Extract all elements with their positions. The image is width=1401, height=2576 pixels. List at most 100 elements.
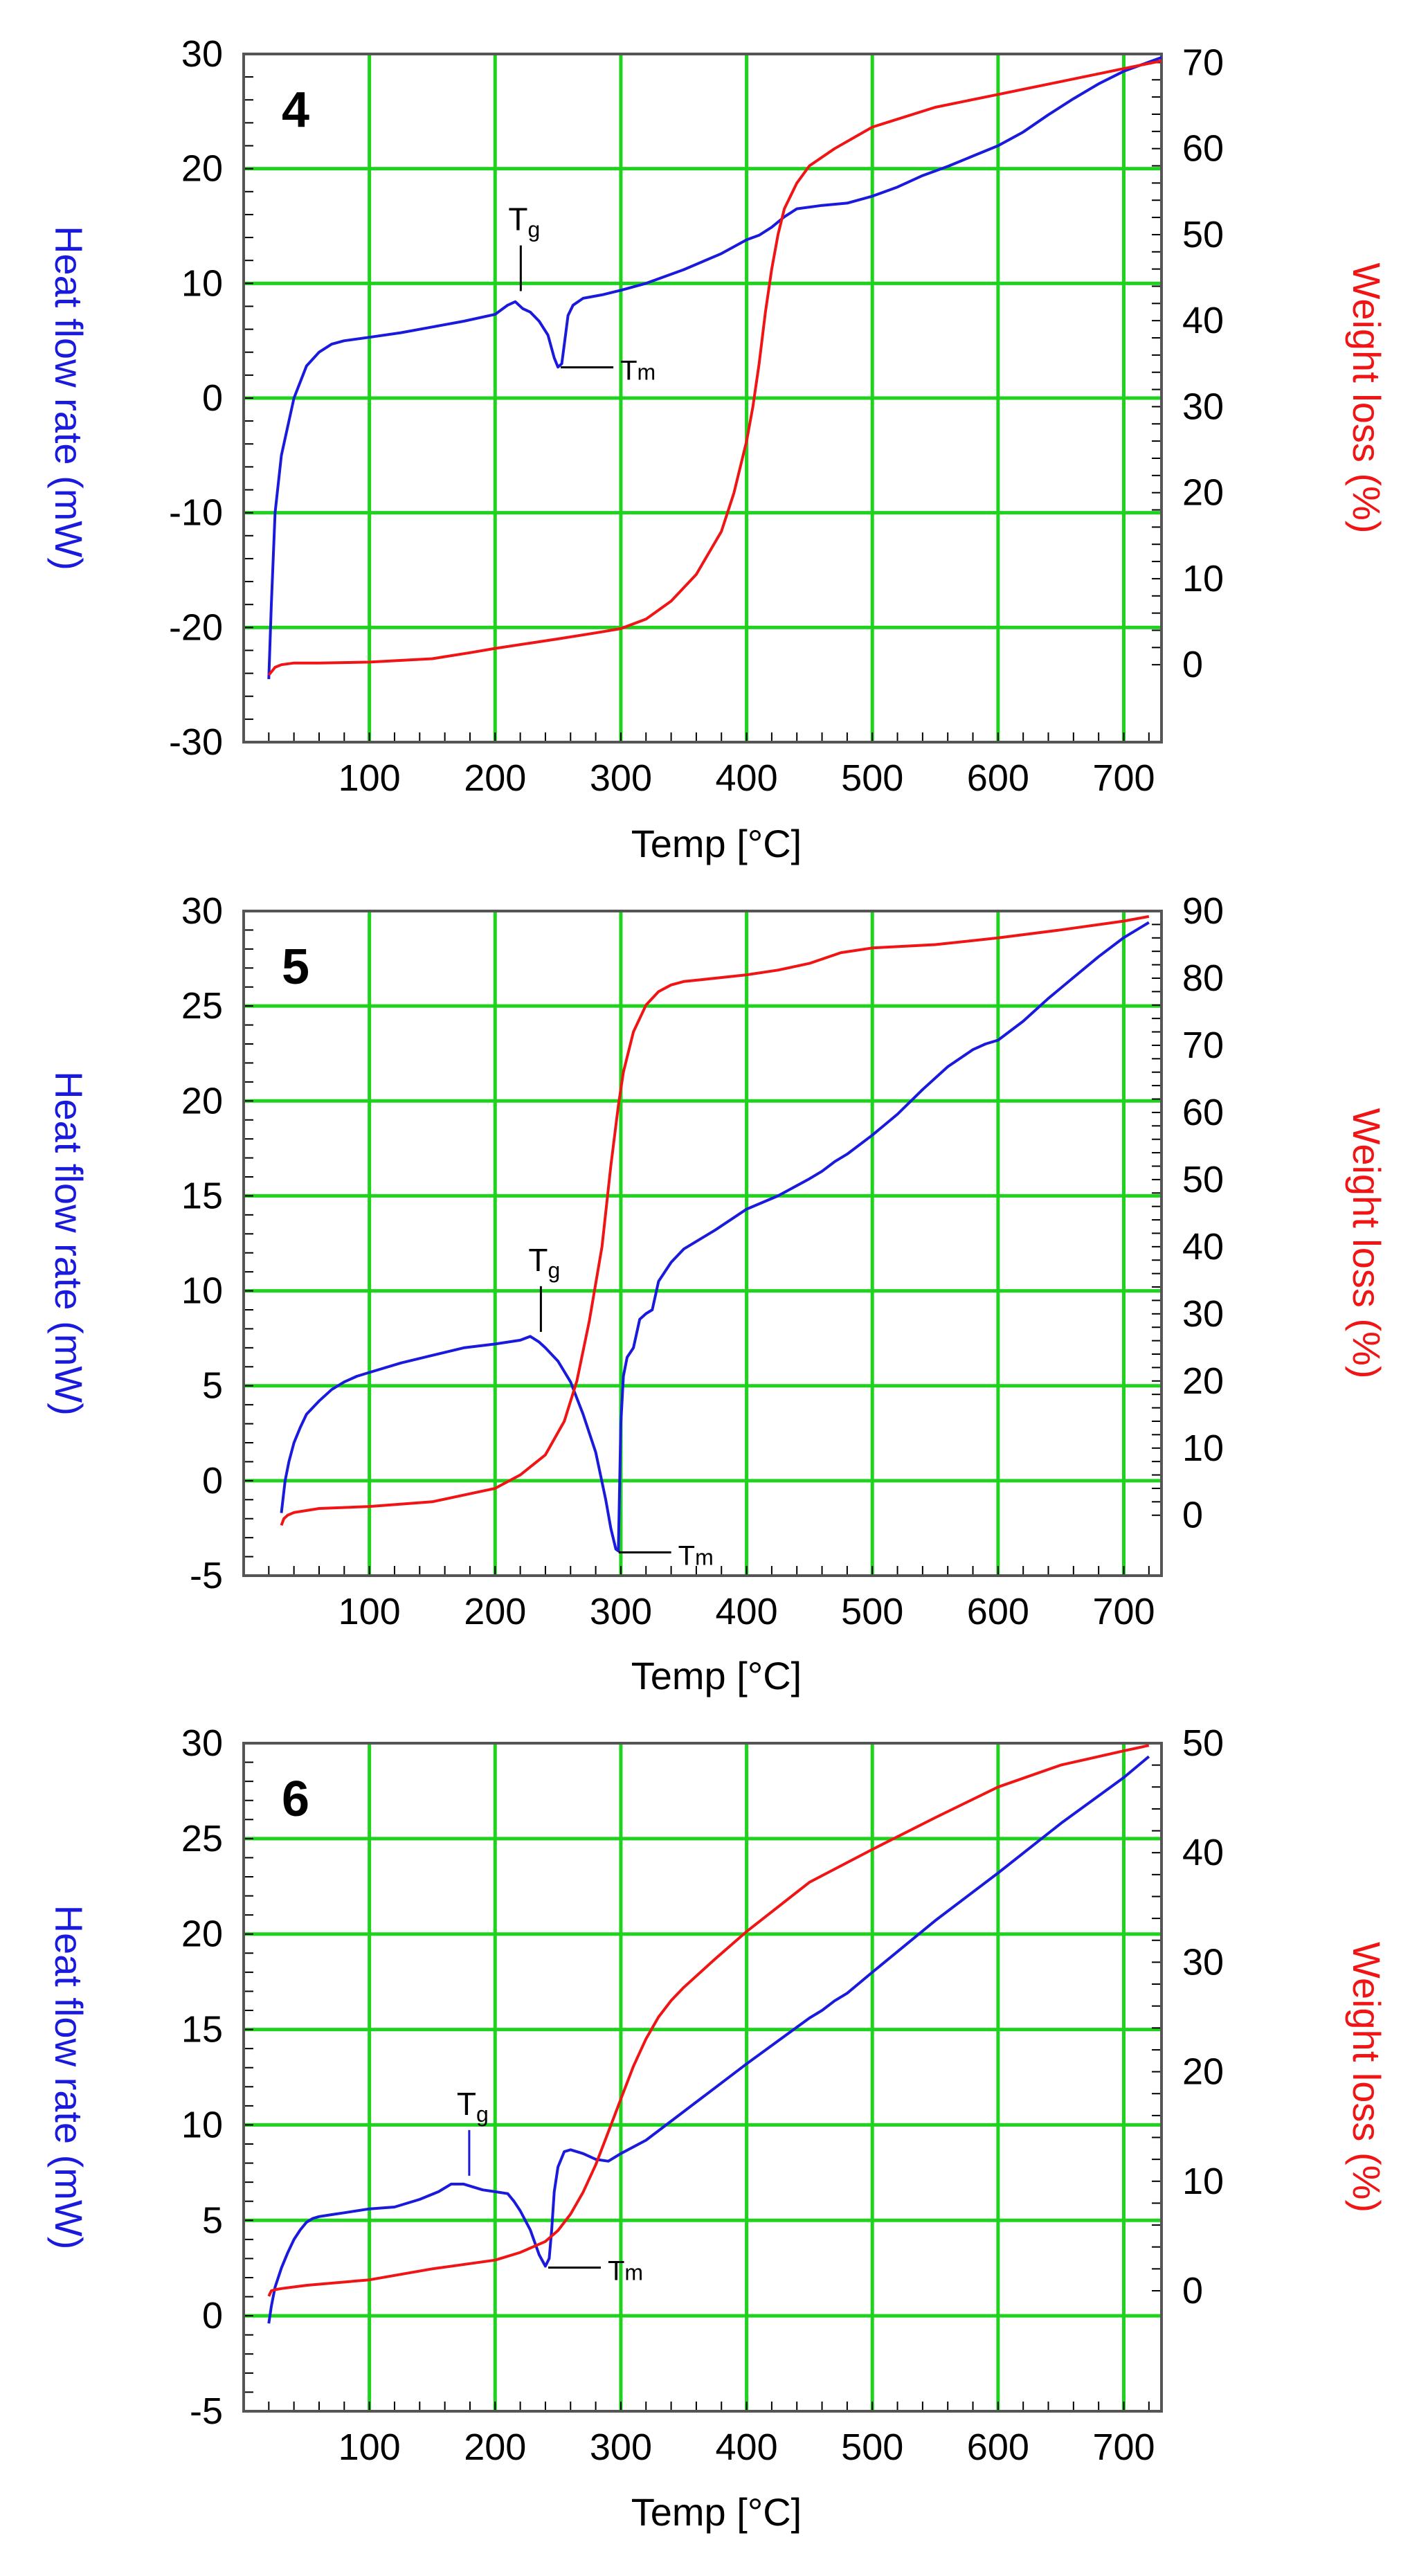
y-right-tick-label: 30 — [1182, 1293, 1224, 1335]
x-tick-label: 600 — [967, 757, 1029, 799]
y-left-tick-label: 25 — [181, 985, 223, 1027]
x-tick-label: 400 — [716, 1591, 778, 1632]
x-tick-label: 600 — [967, 1591, 1029, 1632]
x-tick-label: 100 — [338, 757, 401, 799]
x-tick-label: 500 — [841, 1591, 903, 1632]
y-left-axis-label: Heat flow rate (mW) — [47, 226, 91, 570]
tm-label: Tm — [620, 356, 656, 386]
y-right-tick-label: 20 — [1182, 1360, 1224, 1402]
y-right-axis-label: Weight loss (%) — [1345, 1108, 1389, 1378]
y-left-tick-label: 5 — [202, 2199, 223, 2241]
y-left-tick-label: -5 — [190, 1555, 223, 1596]
panel-number: 5 — [282, 939, 309, 995]
y-left-tick-label: 20 — [181, 1080, 223, 1122]
x-tick-label: 600 — [967, 2426, 1029, 2468]
y-left-tick-label: 0 — [202, 2295, 223, 2336]
y-left-tick-label: 25 — [181, 1818, 223, 1859]
y-left-tick-label: 30 — [181, 890, 223, 932]
y-left-tick-label: 10 — [181, 2104, 223, 2145]
y-left-tick-label: -5 — [190, 2390, 223, 2432]
y-right-tick-label: 50 — [1182, 1159, 1224, 1200]
tm-label-main: T — [678, 1540, 695, 1571]
y-right-tick-label: 20 — [1182, 2051, 1224, 2093]
tm-label: Tm — [678, 1540, 714, 1571]
tm-label-sub: m — [638, 360, 656, 385]
y-left-tick-label: 20 — [181, 148, 223, 190]
y-left-tick-label: 0 — [202, 1460, 223, 1502]
y-right-axis-label: Weight loss (%) — [1345, 262, 1389, 533]
y-left-tick-label: 30 — [181, 1722, 223, 1764]
x-axis-label: Temp [°C] — [631, 1654, 802, 1697]
panel-number: 4 — [282, 82, 309, 138]
y-left-tick-label: 15 — [181, 2009, 223, 2051]
y-right-tick-label: 70 — [1182, 42, 1224, 83]
chart-panel-5: 100 200 300 400 500 600 700-505101520253001020… — [47, 890, 1389, 1697]
y-right-tick-label: 60 — [1182, 1092, 1224, 1133]
y-right-tick-label: 30 — [1182, 386, 1224, 427]
y-right-tick-label: 50 — [1182, 214, 1224, 255]
figure: 100 200 300 400 500 600 700-30-20-100102030010… — [0, 0, 1401, 2576]
y-right-tick-label: 10 — [1182, 1427, 1224, 1469]
tm-label-sub: m — [624, 2260, 643, 2285]
y-right-tick-label: 40 — [1182, 1226, 1224, 1268]
y-right-tick-label: 60 — [1182, 128, 1224, 170]
y-left-tick-label: -30 — [169, 721, 223, 763]
y-left-tick-label: -20 — [169, 606, 223, 648]
x-tick-label: 700 — [1092, 757, 1155, 799]
x-axis-label: Temp [°C] — [631, 2490, 802, 2534]
tm-label-sub: m — [695, 1544, 714, 1569]
y-right-tick-label: 70 — [1182, 1025, 1224, 1066]
y-left-tick-label: 20 — [181, 1913, 223, 1955]
y-right-tick-label: 80 — [1182, 957, 1224, 999]
tg-label-main: T — [508, 201, 527, 237]
y-left-tick-label: 5 — [202, 1365, 223, 1407]
y-left-axis-label: Heat flow rate (mW) — [47, 1071, 91, 1416]
y-right-tick-label: 40 — [1182, 300, 1224, 341]
x-tick-label: 200 — [464, 757, 526, 799]
y-right-tick-label: 0 — [1182, 2270, 1203, 2312]
x-tick-label: 700 — [1092, 2426, 1155, 2468]
y-right-tick-label: 40 — [1182, 1832, 1224, 1873]
y-right-tick-label: 90 — [1182, 890, 1224, 932]
tg-label-sub: g — [476, 2102, 489, 2127]
y-right-tick-label: 50 — [1182, 1722, 1224, 1764]
x-tick-label: 200 — [464, 2426, 526, 2468]
y-right-tick-label: 30 — [1182, 1941, 1224, 1983]
y-left-tick-label: 15 — [181, 1175, 223, 1216]
panel-number: 6 — [282, 1772, 309, 1827]
y-left-tick-label: 30 — [181, 33, 223, 75]
chart-panel-4: 100 200 300 400 500 600 700-30-20-100102030010… — [47, 33, 1389, 865]
y-left-tick-label: 10 — [181, 262, 223, 304]
x-tick-label: 400 — [716, 2426, 778, 2468]
x-tick-label: 400 — [716, 757, 778, 799]
y-left-axis-label: Heat flow rate (mW) — [47, 1905, 91, 2250]
y-left-tick-label: -10 — [169, 492, 223, 534]
tm-label: Tm — [608, 2255, 643, 2286]
y-right-tick-label: 10 — [1182, 2161, 1224, 2202]
tm-label-main: T — [608, 2255, 624, 2286]
x-tick-label: 500 — [841, 757, 903, 799]
y-right-tick-label: 10 — [1182, 558, 1224, 600]
tg-label-main: T — [528, 1242, 548, 1278]
plot-area — [244, 1743, 1162, 2411]
x-tick-label: 300 — [590, 757, 652, 799]
y-left-tick-label: 0 — [202, 377, 223, 419]
y-right-tick-label: 20 — [1182, 472, 1224, 514]
plot-area — [244, 911, 1162, 1576]
x-tick-label: 100 — [338, 1591, 401, 1632]
x-axis-label: Temp [°C] — [631, 822, 802, 865]
x-tick-label: 300 — [590, 2426, 652, 2468]
tm-label-main: T — [620, 356, 637, 386]
x-tick-label: 300 — [590, 1591, 652, 1632]
tg-label-main: T — [457, 2086, 476, 2122]
tg-label-sub: g — [548, 1258, 561, 1283]
x-tick-label: 500 — [841, 2426, 903, 2468]
chart-panel-6: 100 200 300 400 500 600 700-505101520253001020… — [47, 1722, 1389, 2534]
x-tick-label: 200 — [464, 1591, 526, 1632]
y-right-tick-label: 0 — [1182, 1495, 1203, 1536]
y-right-tick-label: 0 — [1182, 644, 1203, 685]
y-left-tick-label: 10 — [181, 1270, 223, 1312]
y-right-axis-label: Weight loss (%) — [1345, 1942, 1389, 2213]
x-tick-label: 700 — [1092, 1591, 1155, 1632]
tg-label-sub: g — [527, 217, 540, 242]
